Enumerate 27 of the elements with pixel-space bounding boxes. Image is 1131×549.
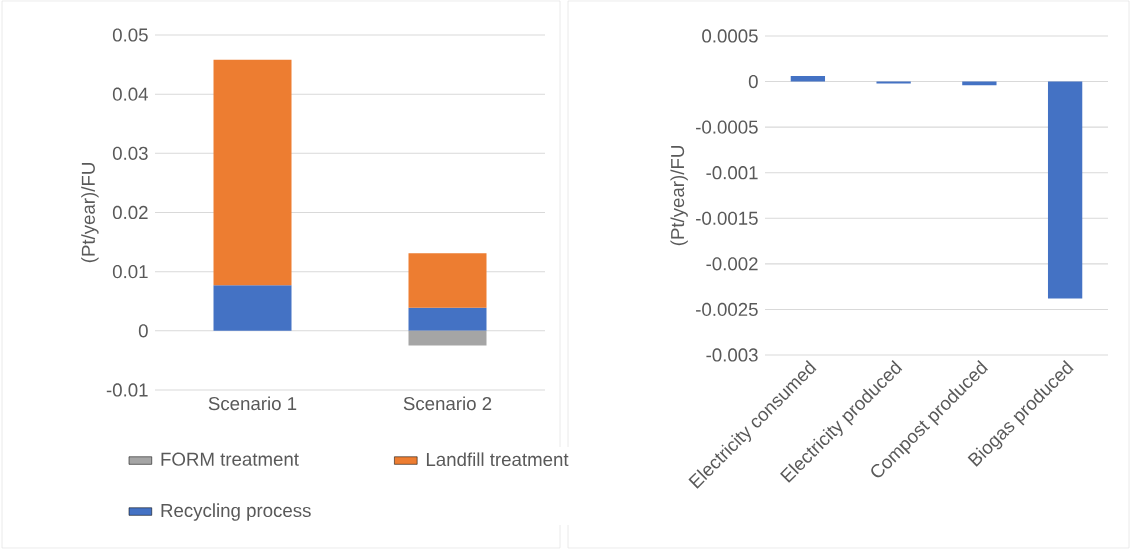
y-tick-label: -0.003: [706, 348, 758, 362]
y-tick-label: 0.04: [112, 87, 148, 101]
bar: [408, 307, 487, 331]
y-tick-label: -0.0025: [696, 302, 758, 317]
legend-label: Landfill treatment: [426, 452, 569, 467]
y-tick-label: -0.001: [706, 166, 758, 180]
legend-label: FORM treatment: [161, 452, 299, 466]
y-tick-label: -0.0015: [696, 211, 758, 225]
y-tick-label: -0.002: [706, 257, 758, 271]
bar: [408, 330, 487, 346]
y-axis-title: (Pt/year)/FU: [670, 146, 688, 246]
bar: [213, 59, 292, 286]
y-tick-label: 0.05: [112, 28, 148, 42]
y-tick-label: 0: [138, 324, 148, 338]
y-axis-title: (Pt/year)/FU: [81, 163, 99, 263]
bar: [408, 253, 487, 308]
y-tick-label: 0.0005: [702, 29, 758, 43]
bar: [213, 285, 292, 331]
y-tick-label: -0.01: [106, 383, 148, 397]
y-tick-label: 0.03: [112, 146, 148, 160]
y-tick-label: 0.01: [112, 265, 148, 279]
legend-label: Recycling process: [161, 503, 311, 521]
x-tick-label: Scenario 2: [403, 396, 492, 411]
y-tick-label: 0.02: [112, 205, 148, 220]
x-tick-label: Scenario 1: [208, 396, 297, 411]
y-tick-label: -0.0005: [696, 120, 758, 134]
y-tick-label: 0: [748, 74, 758, 89]
